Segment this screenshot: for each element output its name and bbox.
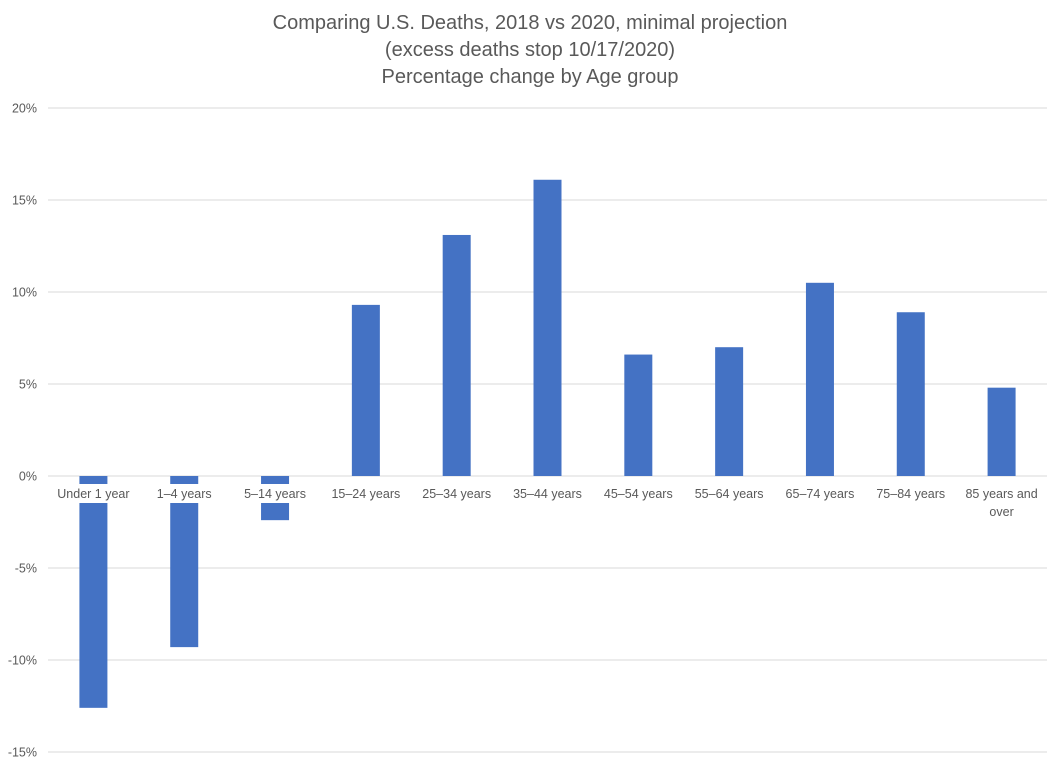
y-tick-label: 20% bbox=[12, 102, 37, 116]
y-tick-label: -5% bbox=[15, 562, 37, 576]
category-label: 85 years and over bbox=[963, 484, 1040, 521]
bar bbox=[715, 347, 744, 476]
y-tick-label: -15% bbox=[8, 746, 37, 760]
bar bbox=[351, 304, 380, 476]
y-tick-label: 10% bbox=[12, 286, 37, 300]
category-label-background bbox=[874, 484, 948, 503]
category-label-text: 1–4 years bbox=[157, 487, 212, 501]
chart-title-line: Percentage change by Age group bbox=[382, 66, 679, 88]
category-label-background bbox=[420, 484, 494, 503]
category-label-background bbox=[242, 484, 308, 503]
category-label: 75–84 years bbox=[874, 484, 948, 503]
bar bbox=[624, 354, 653, 476]
bar bbox=[79, 476, 108, 708]
chart-title-line: Comparing U.S. Deaths, 2018 vs 2020, min… bbox=[273, 12, 788, 34]
category-label: 55–64 years bbox=[692, 484, 766, 503]
bar bbox=[987, 387, 1016, 476]
category-label-background bbox=[329, 484, 403, 503]
bars bbox=[79, 179, 1016, 708]
category-label-background bbox=[601, 484, 675, 503]
category-label-background bbox=[154, 484, 214, 503]
category-label: 25–34 years bbox=[420, 484, 494, 503]
category-label-background bbox=[511, 484, 584, 503]
chart-title-line: (excess deaths stop 10/17/2020) bbox=[385, 39, 675, 61]
category-label-text: 5–14 years bbox=[244, 487, 306, 501]
category-label: 35–44 years bbox=[511, 484, 584, 503]
bar bbox=[533, 179, 562, 476]
category-label-text: 25–34 years bbox=[422, 487, 491, 501]
category-label-text: over bbox=[989, 505, 1013, 519]
bar bbox=[442, 234, 471, 476]
category-label-text: 15–24 years bbox=[331, 487, 400, 501]
category-label: 15–24 years bbox=[329, 484, 403, 503]
category-label-background bbox=[692, 484, 766, 503]
y-tick-label: 5% bbox=[19, 378, 37, 392]
bar bbox=[170, 476, 199, 648]
category-label-text: 85 years and bbox=[965, 487, 1037, 501]
category-label-text: 55–64 years bbox=[695, 487, 764, 501]
y-axis-ticks: 20% 15% 10% 5% 0% -5% -10% -15% bbox=[8, 102, 37, 760]
category-label-background bbox=[963, 484, 1040, 521]
category-label-text: 65–74 years bbox=[786, 487, 855, 501]
category-label: 45–54 years bbox=[601, 484, 675, 503]
category-labels: Under 1 year 1–4 years 5–14 years 15–24 yea… bbox=[55, 484, 1040, 521]
category-label: 65–74 years bbox=[783, 484, 857, 503]
category-label: 1–4 years bbox=[154, 484, 214, 503]
category-label-background bbox=[783, 484, 857, 503]
category-label-text: 75–84 years bbox=[876, 487, 945, 501]
y-tick-label: 0% bbox=[19, 470, 37, 484]
category-label-text: 45–54 years bbox=[604, 487, 673, 501]
y-tick-label: 15% bbox=[12, 194, 37, 208]
category-label-text: Under 1 year bbox=[57, 487, 129, 501]
category-label: 5–14 years bbox=[242, 484, 308, 503]
bar bbox=[896, 312, 925, 476]
bar bbox=[805, 282, 834, 476]
category-label-background bbox=[55, 484, 132, 503]
chart-title: Comparing U.S. Deaths, 2018 vs 2020, min… bbox=[273, 12, 788, 88]
category-label: Under 1 year bbox=[55, 484, 132, 503]
y-tick-label: -10% bbox=[8, 654, 37, 668]
category-label-text: 35–44 years bbox=[513, 487, 582, 501]
